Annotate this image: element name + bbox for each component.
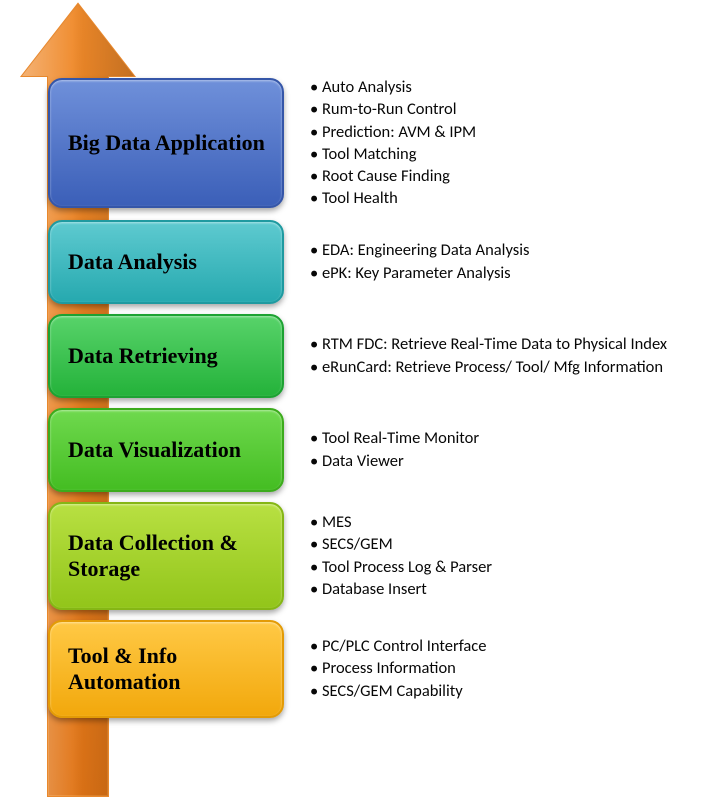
level-label: Data Retrieving bbox=[68, 343, 218, 368]
bullet-item: eRunCard: Retrieve Process/ Tool/ Mfg In… bbox=[310, 356, 708, 378]
level-bullets: PC/PLC Control InterfaceProcess Informat… bbox=[310, 635, 708, 702]
level-box: Big Data Application bbox=[48, 78, 284, 208]
bullet-item: Tool Real-Time Monitor bbox=[310, 427, 708, 449]
bullet-item: Rum-to-Run Control bbox=[310, 98, 708, 120]
bullet-item: Tool Health bbox=[310, 187, 708, 209]
bullet-item: Database Insert bbox=[310, 578, 708, 600]
level-row: Big Data Application Auto AnalysisRum-to-… bbox=[48, 76, 708, 210]
bullet-item: EDA: Engineering Data Analysis bbox=[310, 239, 708, 261]
level-row: Data Retrieving RTM FDC: Retrieve Real-Ti… bbox=[48, 314, 708, 398]
bullet-item: Root Cause Finding bbox=[310, 165, 708, 187]
bullet-item: Data Viewer bbox=[310, 450, 708, 472]
bullet-item: Prediction: AVM & IPM bbox=[310, 121, 708, 143]
level-box: Data Analysis bbox=[48, 220, 284, 304]
bullet-item: SECS/GEM Capability bbox=[310, 680, 708, 702]
bullet-item: Tool Matching bbox=[310, 143, 708, 165]
level-label: Data Visualization bbox=[68, 437, 241, 462]
level-label: Tool & Info Automation bbox=[68, 643, 266, 694]
level-bullets: RTM FDC: Retrieve Real-Time Data to Phys… bbox=[310, 333, 708, 378]
bullet-item: Tool Process Log & Parser bbox=[310, 556, 708, 578]
bullet-item: SECS/GEM bbox=[310, 533, 708, 555]
bullet-item: ePK: Key Parameter Analysis bbox=[310, 262, 708, 284]
bullet-item: RTM FDC: Retrieve Real-Time Data to Phys… bbox=[310, 333, 708, 355]
level-bullets: Tool Real-Time MonitorData Viewer bbox=[310, 427, 708, 472]
level-label: Big Data Application bbox=[68, 130, 265, 155]
level-row: Tool & Info Automation PC/PLC Control Int… bbox=[48, 620, 708, 718]
level-box: Tool & Info Automation bbox=[48, 620, 284, 718]
bullet-item: PC/PLC Control Interface bbox=[310, 635, 708, 657]
level-bullets: EDA: Engineering Data AnalysisePK: Key P… bbox=[310, 239, 708, 284]
levels-stack: Big Data Application Auto AnalysisRum-to-… bbox=[48, 76, 708, 728]
bullet-item: Auto Analysis bbox=[310, 76, 708, 98]
bullet-item: Process Information bbox=[310, 657, 708, 679]
bullet-item: MES bbox=[310, 511, 708, 533]
level-label: Data Collection & Storage bbox=[68, 530, 266, 581]
level-row: Data Analysis EDA: Engineering Data Analy… bbox=[48, 220, 708, 304]
level-box: Data Visualization bbox=[48, 408, 284, 492]
level-row: Data Visualization Tool Real-Time Monitor… bbox=[48, 408, 708, 492]
level-box: Data Collection & Storage bbox=[48, 502, 284, 610]
level-row: Data Collection & Storage MESSECS/GEMTool… bbox=[48, 502, 708, 610]
level-bullets: MESSECS/GEMTool Process Log & ParserData… bbox=[310, 511, 708, 600]
level-bullets: Auto AnalysisRum-to-Run ControlPredictio… bbox=[310, 76, 708, 210]
level-box: Data Retrieving bbox=[48, 314, 284, 398]
level-label: Data Analysis bbox=[68, 249, 197, 274]
